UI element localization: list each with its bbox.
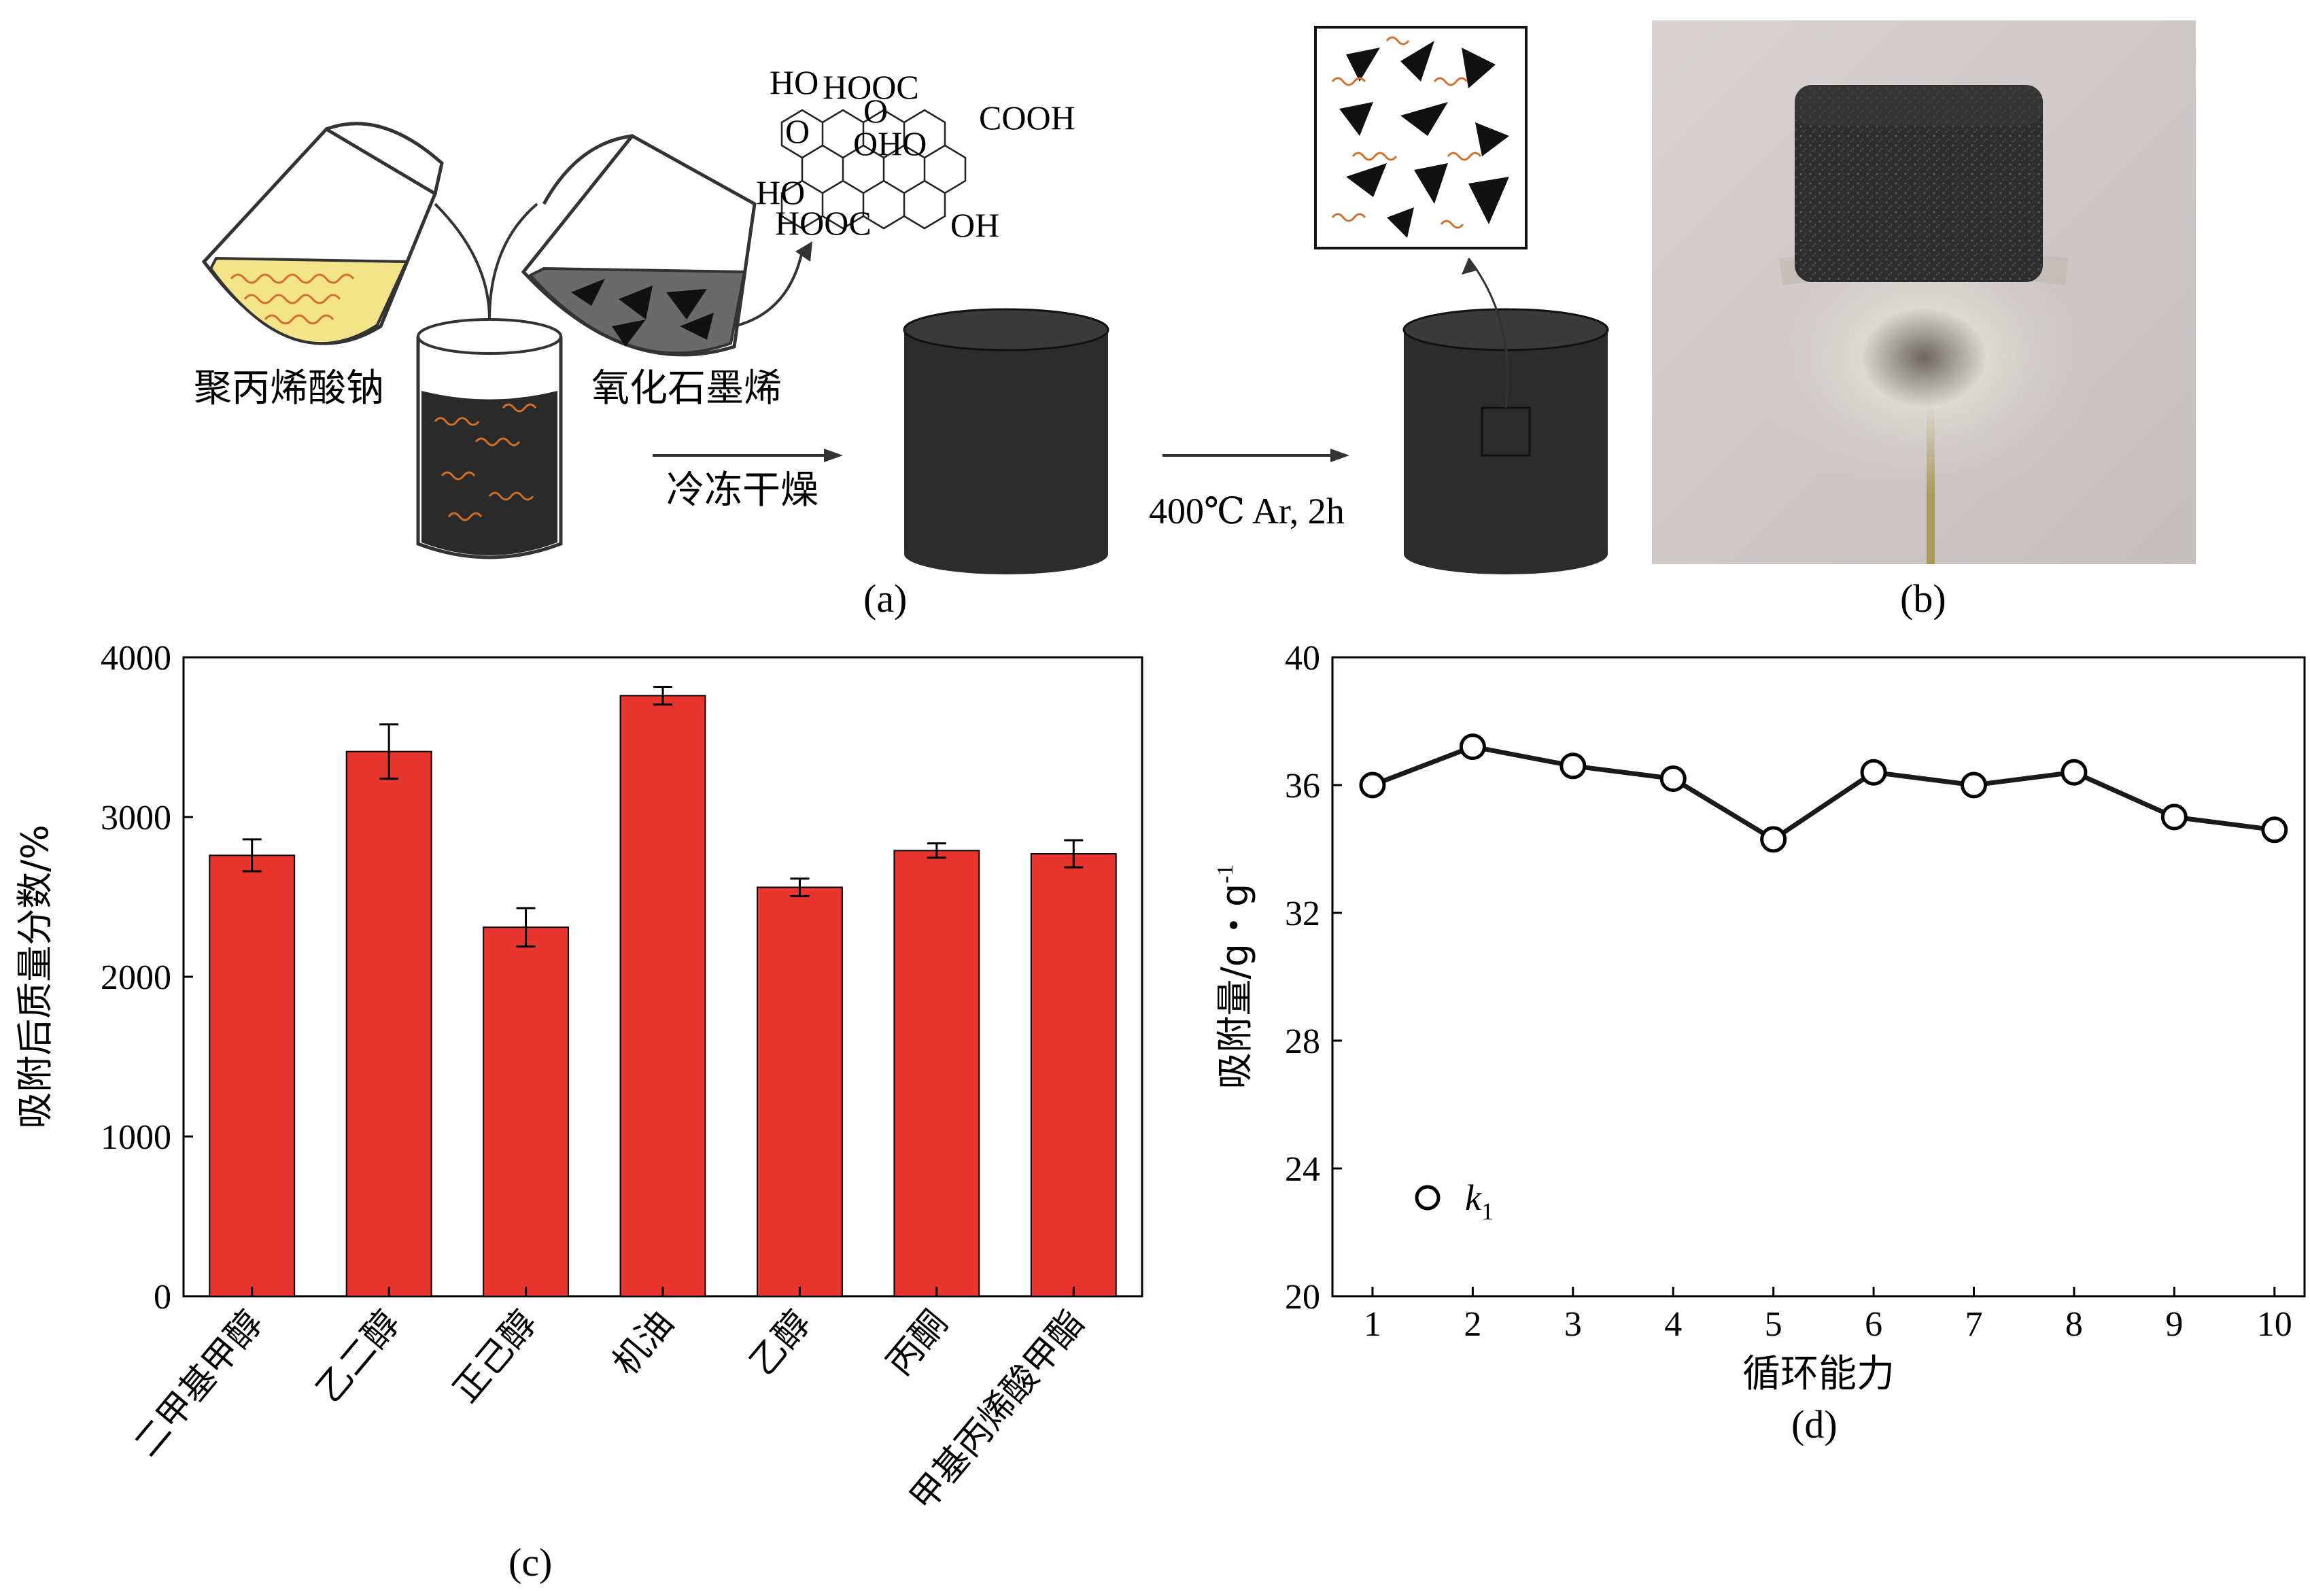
label-graphene-oxide: 氧化石墨烯: [591, 366, 782, 411]
label-sodium-polyacrylate: 聚丙烯酸钠: [194, 366, 384, 411]
chart-d-point: [1659, 765, 1687, 793]
chart-d-xtick-label: 7: [1965, 1305, 1983, 1344]
dandelion-puff: [1761, 241, 2087, 500]
chart-d-xtick-label: 1: [1364, 1305, 1381, 1344]
go-group-hooc-1: HOOC: [823, 68, 919, 106]
chart-c-bar: [345, 750, 432, 1297]
step-pyrolysis: 400℃ Ar, 2h: [1149, 491, 1345, 532]
chart-d-series-line: [1371, 744, 2275, 842]
caption-b: (b): [1900, 576, 1946, 621]
panel-a: HO HOOC O COOH O OHO HO HOOC OH 聚丙烯酸钠 氧化…: [194, 26, 1609, 621]
chart-d-xtick-label: 5: [1765, 1305, 1782, 1344]
chart-d-legend: k1: [1415, 1177, 1494, 1225]
go-group-o-1: O: [785, 112, 810, 150]
chart-c-ytick-label: 2000: [101, 958, 171, 997]
chart-d-ytick-label: 40: [1285, 639, 1320, 678]
chart-d-xtick-label: 4: [1664, 1305, 1682, 1344]
chart-d-xlabel: 循环能力: [1742, 1352, 1895, 1396]
graphene-oxide-structure: HO HOOC O COOH O OHO HO HOOC OH: [756, 63, 1075, 244]
chart-c-xtick-label: 二甲基甲醇: [126, 1303, 271, 1465]
chart-d-xtick-label: 3: [1564, 1305, 1582, 1344]
chart-d-ytick-label: 24: [1285, 1150, 1320, 1189]
chart-d-point: [2160, 803, 2188, 831]
chart-d-point: [1860, 759, 1887, 786]
chart-d-point: [1961, 771, 1988, 799]
chart-d-ytick-label: 20: [1285, 1278, 1320, 1317]
chart-d-xtick-label: 10: [2257, 1305, 2292, 1344]
chart-c-xtick-label: 正己醇: [445, 1303, 545, 1410]
chart-d-xtick-label: 2: [1464, 1305, 1481, 1344]
aerogel-cylinder-2: [1402, 258, 1609, 574]
go-group-oh: OH: [950, 206, 999, 244]
go-group-hooc-2: HOOC: [775, 204, 872, 242]
chart-c-ylabel: 吸附后质量分数/%: [14, 825, 56, 1129]
chart-d-xtick-label: 9: [2165, 1305, 2183, 1344]
beaker-graphene-oxide: [488, 133, 812, 357]
chart-c-xtick-label: 乙醇: [742, 1303, 819, 1383]
chart-c-bar: [1030, 853, 1117, 1298]
mixing-beaker: [416, 318, 563, 559]
zoom-inset: [1314, 26, 1528, 249]
caption-d: (d): [1791, 1402, 1838, 1446]
chart-d-point: [2261, 816, 2288, 844]
chart-c-bar: [619, 695, 706, 1297]
chart-d-plot-frame: [1331, 656, 2306, 1298]
chart-c-xtick-label: 丙酮: [879, 1303, 956, 1383]
chart-d-point: [1459, 733, 1486, 761]
go-group-ho-2: HO: [756, 173, 805, 211]
caption-c: (c): [508, 1540, 552, 1584]
aerogel-block: [1795, 85, 2043, 282]
go-group-cooh: COOH: [979, 99, 1075, 137]
chart-d-ytick-label: 28: [1285, 1022, 1320, 1061]
chart-c-ytick-label: 4000: [101, 639, 171, 678]
chart-c-ytick-label: 0: [154, 1278, 171, 1317]
chart-c-bar: [483, 926, 570, 1297]
chart-c-ytick-label: 1000: [101, 1118, 171, 1157]
chart-d-ylabel-sup: -1: [1213, 864, 1238, 883]
legend-marker: [1415, 1185, 1441, 1211]
chart-d-ytick-label: 32: [1285, 895, 1320, 933]
beaker-sodium-polyacrylate: [201, 122, 491, 345]
chart-d-point: [1359, 771, 1386, 799]
chart-c-xtick-label: 乙二醇: [309, 1303, 408, 1410]
chart-d-point: [2061, 759, 2088, 786]
go-group-o-2: O: [863, 92, 888, 130]
chart-d-point: [1559, 752, 1587, 780]
chart-c-bar: [893, 850, 980, 1297]
go-group-oho: OHO: [853, 124, 927, 162]
chart-d-ylabel-text: 吸附量/g・g: [1213, 884, 1256, 1090]
chart-d-point: [1760, 826, 1787, 853]
chart-d-xtick-label: 8: [2065, 1305, 2083, 1344]
chart-c-xtick-label: 机油: [605, 1303, 682, 1383]
legend-series-sub: 1: [1481, 1198, 1494, 1225]
arrow-head-2: [1330, 449, 1349, 462]
go-group-ho-1: HO: [770, 63, 818, 101]
chart-c-bar: [209, 854, 296, 1297]
chart-d-xtick-label: 6: [1865, 1305, 1882, 1344]
chart-c-bar: [756, 886, 843, 1297]
chart-d-ytick-label: 36: [1285, 767, 1320, 805]
chart-c-ytick-label: 3000: [101, 799, 171, 837]
caption-a: (a): [863, 576, 907, 621]
panel-b: (b): [1652, 20, 2196, 621]
step-freeze-drying: 冷冻干燥: [666, 468, 818, 513]
legend-series-name: k: [1465, 1177, 1482, 1218]
legend-label: k1: [1465, 1177, 1494, 1225]
aerogel-cylinder-1: [903, 308, 1109, 574]
chart-d-ylabel: 吸附量/g・g-1: [1213, 864, 1256, 1089]
arrow-head-1: [824, 449, 843, 462]
